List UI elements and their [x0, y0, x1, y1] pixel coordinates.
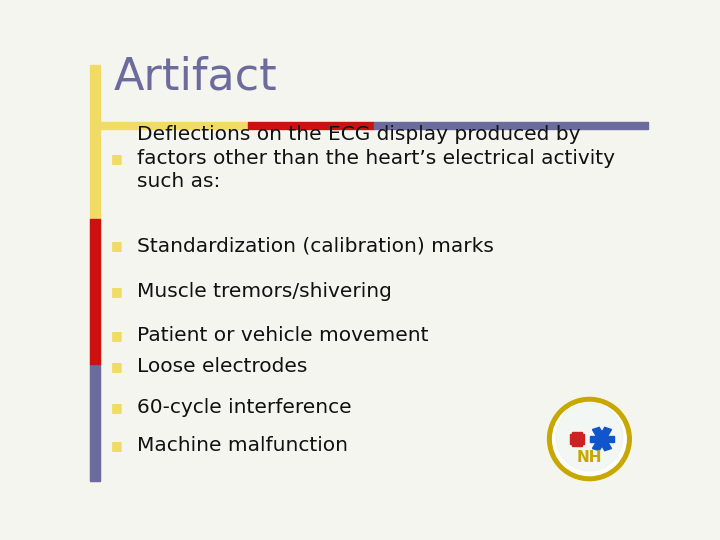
Text: Patient or vehicle movement: Patient or vehicle movement: [138, 326, 429, 345]
Text: ■: ■: [111, 401, 122, 414]
Bar: [90, 219, 100, 364]
Text: ■: ■: [111, 360, 122, 373]
Bar: [90, 65, 100, 481]
Text: Muscle tremors/shivering: Muscle tremors/shivering: [138, 282, 392, 301]
Text: ■: ■: [111, 439, 122, 452]
Text: ■: ■: [111, 328, 122, 342]
Text: Standardization (calibration) marks: Standardization (calibration) marks: [138, 236, 495, 255]
Bar: [570, 434, 584, 444]
Text: 60‑cycle interference: 60‑cycle interference: [138, 399, 352, 417]
Text: ■: ■: [111, 285, 122, 298]
FancyArrow shape: [590, 436, 614, 442]
Ellipse shape: [552, 402, 626, 476]
Text: Artifact: Artifact: [114, 55, 277, 98]
Bar: [572, 432, 582, 446]
Bar: [248, 122, 374, 129]
Text: NH: NH: [577, 450, 602, 465]
Text: Machine malfunction: Machine malfunction: [138, 436, 348, 455]
Text: ■: ■: [111, 152, 122, 165]
FancyArrow shape: [593, 427, 611, 451]
Ellipse shape: [556, 403, 623, 471]
FancyArrow shape: [593, 427, 611, 451]
Text: Loose electrodes: Loose electrodes: [138, 357, 308, 376]
Text: ■: ■: [111, 239, 122, 252]
Ellipse shape: [547, 397, 631, 481]
Bar: [100, 122, 248, 129]
Text: Deflections on the ECG display produced by
factors other than the heart’s electr: Deflections on the ECG display produced …: [138, 125, 616, 191]
Bar: [90, 364, 100, 481]
Bar: [374, 122, 648, 129]
